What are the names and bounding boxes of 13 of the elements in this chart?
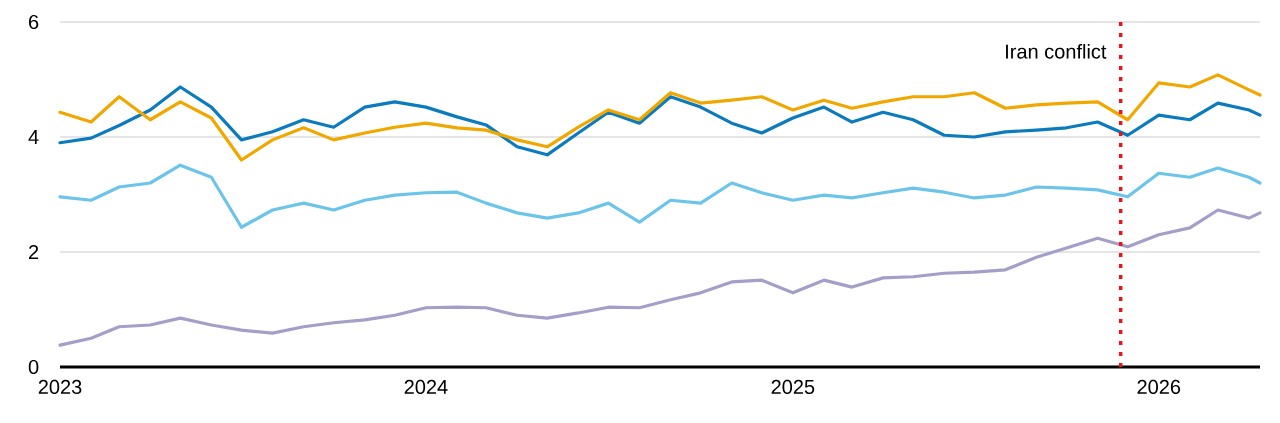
line-series <box>58 208 1262 347</box>
line-series <box>58 85 1262 157</box>
y-tick-label: 0 <box>28 359 39 375</box>
y-tick-label: 2 <box>29 245 39 259</box>
x-tick-label: 2026 <box>1137 379 1181 395</box>
line-series <box>58 163 1262 229</box>
ref-line-label: Iran conflict <box>1006 43 1107 59</box>
y-tick-label: 6 <box>29 14 39 30</box>
x-tick-label: 2023 <box>38 379 82 395</box>
x-tick-label: 2025 <box>771 379 815 395</box>
x-tick-label: 2024 <box>404 379 448 395</box>
y-tick-label: 4 <box>28 130 39 144</box>
line-series <box>58 73 1262 162</box>
